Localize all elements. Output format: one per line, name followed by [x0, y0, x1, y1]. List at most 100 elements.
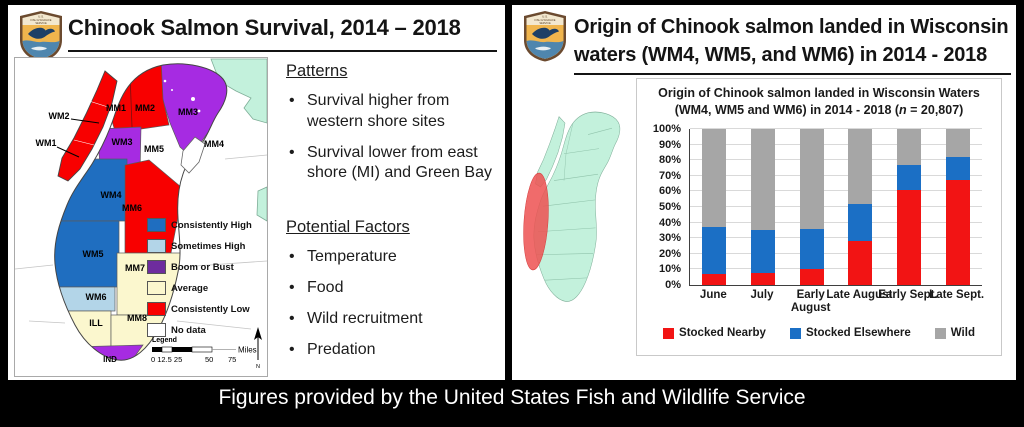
y-tick-label: 30%	[658, 232, 681, 245]
svg-text:MM7: MM7	[125, 263, 145, 273]
x-tick-label: July	[750, 289, 774, 301]
wm1-leader-line	[56, 146, 80, 158]
chart-title: Origin of Chinook salmon landed in Wisco…	[658, 86, 980, 100]
factor-bullet: Wild recruitment	[286, 309, 500, 330]
bar-segment	[848, 241, 873, 285]
chart-legend-swatch	[934, 327, 946, 339]
svg-text:50: 50	[205, 355, 213, 364]
svg-text:IND: IND	[103, 355, 117, 364]
bar-segment	[799, 228, 824, 270]
svg-text:MM2: MM2	[135, 103, 155, 113]
right-title-line2: waters (WM4, WM5, and WM6) in 2014 - 201…	[574, 44, 988, 66]
x-tick-label: Late August	[826, 289, 893, 301]
origin-chart: Origin of Chinook salmon landed in Wisco…	[636, 78, 1002, 356]
factor-bullet: Temperature	[286, 247, 500, 268]
right-panel-title: Origin of Chinook salmon landed in Wisco…	[574, 13, 1011, 75]
bar-segment	[751, 272, 775, 285]
x-axis-labels: June July Early August Late August Early Sep…	[689, 289, 984, 323]
x-tick-label: Late Sept.	[929, 289, 985, 301]
factor-bullet: Predation	[286, 340, 500, 361]
gridline	[690, 206, 982, 207]
chart-legend-item: Wild	[934, 327, 975, 339]
fish-icon	[31, 46, 47, 51]
gridline	[690, 190, 982, 192]
map-legend-label: Consistently Low	[171, 303, 250, 315]
bar-segment	[702, 274, 727, 285]
svg-text:WM6: WM6	[86, 292, 107, 302]
factors-heading: Potential Factors	[286, 218, 410, 237]
patterns-list: Survival higher from western shore sites…	[286, 91, 500, 184]
svg-text:SERVICE: SERVICE	[35, 21, 47, 25]
gridline	[690, 159, 982, 161]
patterns-heading: Patterns	[286, 62, 348, 80]
chart-legend-item: Stocked Nearby	[663, 327, 766, 339]
y-tick-label: 40%	[658, 216, 681, 229]
map-legend-swatch	[147, 323, 166, 337]
map-legend-label: Boom or Bust	[171, 261, 234, 273]
gridline	[690, 221, 982, 223]
svg-text:Miles: Miles	[238, 346, 257, 355]
map-legend-swatch	[147, 218, 166, 232]
gridline	[690, 252, 982, 254]
bar-segment	[848, 129, 873, 204]
locator-map	[523, 111, 621, 302]
y-tick-label: 60%	[658, 185, 681, 198]
survival-map: WM2 WM1 MM1 MM2 MM3 WM3 MM5 MM4 WM4 MM6 …	[14, 57, 268, 377]
svg-text:WM2: WM2	[49, 111, 70, 121]
y-tick-label: 70%	[658, 169, 681, 182]
map-legend-label: Sometimes High	[171, 240, 246, 252]
bar-segment	[897, 129, 921, 165]
x-tick-label: Early Sept.	[878, 289, 938, 301]
svg-text:MM4: MM4	[204, 139, 224, 149]
y-tick-label: 50%	[658, 201, 681, 213]
bar-segment	[945, 157, 970, 181]
map-legend-row: No data	[147, 323, 265, 337]
bar-segment	[702, 129, 727, 228]
svg-text:U.S.: U.S.	[542, 15, 548, 19]
right-panel: U.S. FISH & WILDLIFE SERVICE Origin of C…	[512, 5, 1016, 380]
mint-shore-patch	[256, 186, 267, 222]
svg-text:U.S.: U.S.	[38, 15, 44, 19]
y-tick-label: 100%	[652, 123, 681, 135]
chart-subtitle: (WM4, WM5 and WM6) in 2014 - 2018 (n = 2…	[674, 103, 964, 117]
flying-goose-icon	[28, 27, 55, 39]
svg-text:SERVICE: SERVICE	[539, 21, 551, 25]
gridline	[690, 174, 982, 176]
bar-segment	[751, 230, 775, 273]
chart-legend-label: Wild	[950, 327, 975, 339]
north-arrow-icon: N	[254, 327, 262, 370]
map-legend-row: Average	[147, 281, 265, 295]
map-legend-swatch	[147, 260, 166, 274]
left-panel: U.S. FISH & WILDLIFE SERVICE Chinook Sal…	[8, 5, 505, 380]
region-mm3	[158, 63, 227, 157]
gridline	[690, 143, 982, 145]
flying-goose-icon	[532, 27, 559, 39]
svg-text:N: N	[256, 364, 260, 370]
bar-segment	[945, 180, 970, 285]
map-legend-label: Consistently High	[171, 219, 252, 231]
svg-text:WM4: WM4	[101, 190, 122, 200]
chart-legend-label: Stocked Nearby	[679, 327, 766, 339]
bar-segment	[897, 189, 921, 285]
y-tick-label: 20%	[658, 247, 681, 260]
svg-text:Legend: Legend	[152, 337, 177, 344]
svg-text:MM6: MM6	[122, 203, 142, 213]
region-labels: WM2 WM1 MM1 MM2 MM3 WM3 MM5 MM4 WM4 MM6 …	[36, 103, 225, 364]
svg-text:MM3: MM3	[178, 107, 198, 117]
fish-icon	[535, 46, 551, 51]
bar-segment	[848, 203, 873, 242]
y-axis-labels: 100% 90% 80% 70% 60% 50% 40% 30% 20% 10% 0%	[639, 123, 685, 291]
map-legend-swatch	[147, 239, 166, 253]
chart-legend-swatch	[789, 327, 801, 339]
lake-michigan-survival-map: WM2 WM1 MM1 MM2 MM3 WM3 MM5 MM4 WM4 MM6 …	[15, 58, 267, 370]
region-wm1-wm2-green-bay	[57, 70, 118, 182]
svg-text:MM1: MM1	[106, 103, 126, 113]
region-mm4	[180, 136, 206, 174]
map-legend-row: Consistently High	[147, 218, 265, 232]
svg-text:WM1: WM1	[36, 138, 57, 148]
scale-bar: Legend Miles 0 12.5 25 50 75 N	[151, 327, 262, 370]
svg-text:FISH & WILDLIFE: FISH & WILDLIFE	[30, 18, 51, 22]
plot-area	[689, 128, 982, 286]
chart-legend: Stocked Nearby Stocked Elsewhere Wild	[637, 327, 1001, 339]
